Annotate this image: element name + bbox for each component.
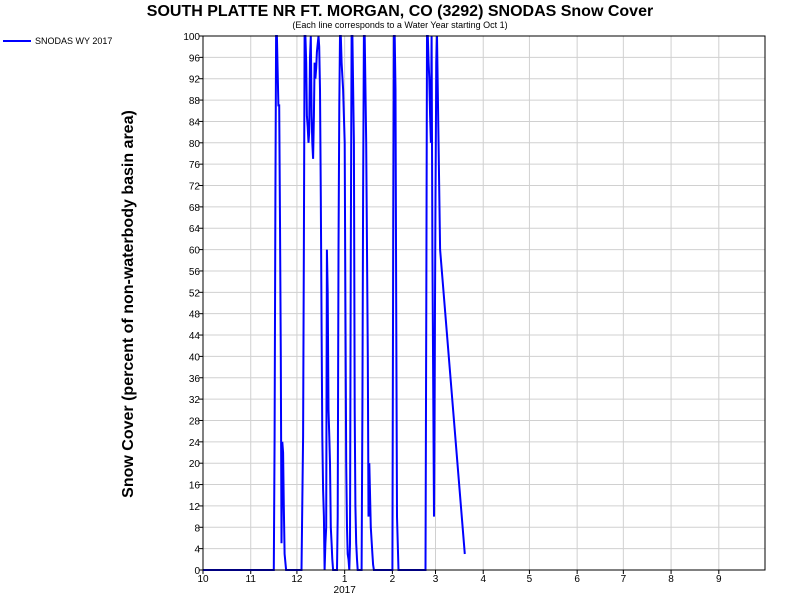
x-tick-label: 12 — [291, 574, 303, 585]
x-tick-label: 9 — [716, 574, 722, 585]
y-tick-label: 84 — [189, 117, 201, 128]
plot-frame — [202, 35, 766, 571]
y-tick-label: 96 — [189, 53, 201, 64]
x-tick-label: 6 — [574, 574, 580, 585]
y-tick-label: 0 — [194, 566, 200, 577]
x-tick-label: 10 — [197, 574, 209, 585]
x-tick-label: 7 — [621, 574, 627, 585]
y-tick-label: 12 — [189, 502, 201, 513]
y-tick-label: 4 — [194, 545, 200, 556]
y-tick-label: 32 — [189, 395, 201, 406]
y-tick-label: 100 — [183, 32, 200, 43]
legend: SNODAS WY 2017 — [3, 36, 112, 46]
y-tick-label: 64 — [189, 224, 201, 235]
x-tick-label: 2 — [390, 574, 396, 585]
y-tick-label: 80 — [189, 139, 201, 150]
y-tick-label: 48 — [189, 310, 201, 321]
y-tick-label: 68 — [189, 203, 201, 214]
x-tick-label: 5 — [527, 574, 533, 585]
x-tick-label: 3 — [433, 574, 439, 585]
y-tick-label: 28 — [189, 416, 201, 427]
y-tick-label: 60 — [189, 246, 201, 257]
y-tick-label: 56 — [189, 267, 201, 278]
x-tick-label: 8 — [668, 574, 674, 585]
y-tick-label: 24 — [189, 438, 201, 449]
legend-swatch — [3, 40, 31, 42]
legend-label: SNODAS WY 2017 — [35, 36, 113, 46]
chart-subtitle: (Each line corresponds to a Water Year s… — [292, 20, 508, 30]
series-line — [203, 35, 466, 571]
y-tick-label: 44 — [189, 331, 201, 342]
x-tick-label: 11 — [246, 574, 257, 585]
y-tick-label: 72 — [189, 182, 201, 193]
y-tick-label: 88 — [189, 96, 201, 107]
x-tick-label: 1 — [342, 574, 348, 585]
y-tick-label: 8 — [194, 523, 200, 534]
y-tick-label: 40 — [189, 352, 201, 363]
x-year-label: 2017 — [334, 585, 357, 596]
y-tick-label: 20 — [189, 459, 201, 470]
y-tick-label: 92 — [189, 75, 201, 86]
x-tick-label: 4 — [480, 574, 486, 585]
y-tick-label: 76 — [189, 160, 201, 171]
y-tick-label: 16 — [189, 481, 201, 492]
y-tick-label: 36 — [189, 374, 201, 385]
y-tick-label: 52 — [189, 288, 201, 299]
chart-title: SOUTH PLATTE NR FT. MORGAN, CO (3292) SN… — [146, 3, 654, 20]
